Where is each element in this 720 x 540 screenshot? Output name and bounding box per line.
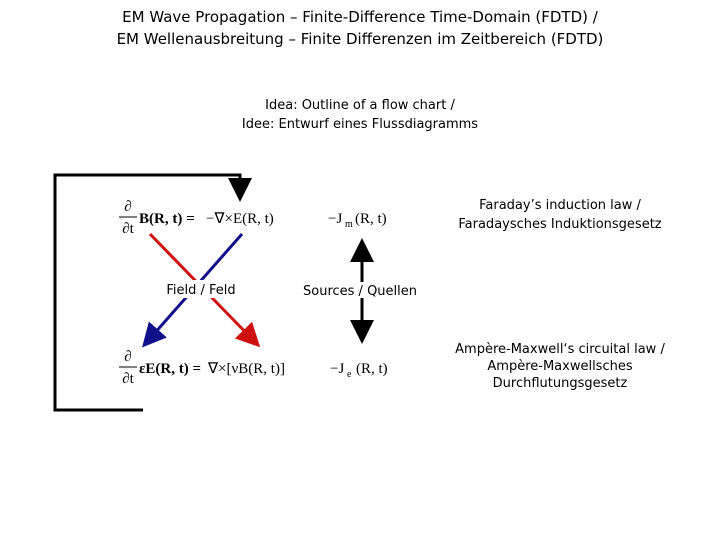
faraday-label: Faraday’s induction law / xyxy=(479,198,641,213)
subtitle: Idee: Entwurf eines Flussdiagramms xyxy=(242,117,478,132)
subtitle: Idea: Outline of a flow chart / xyxy=(265,98,455,113)
equation-source: (R, t) xyxy=(355,211,387,227)
derivative: ∂ xyxy=(124,349,131,365)
derivative: ∂t xyxy=(122,371,134,387)
equation-source: −J xyxy=(328,211,342,227)
equation-lhs: εE(R, t) = xyxy=(139,361,201,377)
equation-rhs: ∇×[νB(R, t)] xyxy=(207,361,285,377)
derivative: ∂ xyxy=(124,199,131,215)
ampere-label: Durchflutungsgesetz xyxy=(493,376,628,391)
label-bg xyxy=(298,282,422,298)
title: EM Wave Propagation – Finite-Difference … xyxy=(122,8,599,26)
label-bg xyxy=(160,280,242,298)
equation-source-sub: m xyxy=(345,219,353,230)
equation-rhs: −∇×E(R, t) xyxy=(206,211,274,227)
title: EM Wellenausbreitung – Finite Differenze… xyxy=(117,30,604,48)
equation-source: (R, t) xyxy=(356,361,388,377)
ampere-label: Ampère-Maxwellsches xyxy=(487,359,632,374)
equation-lhs: B(R, t) = xyxy=(139,211,195,227)
field-label: Field / Feld xyxy=(166,283,235,298)
loop-arrow xyxy=(53,173,252,412)
sources-label: Sources / Quellen xyxy=(303,284,417,299)
derivative: ∂t xyxy=(122,221,134,237)
faraday-label: Faradaysches Induktionsgesetz xyxy=(458,217,661,232)
ampere-label: Ampère-Maxwell‘s circuital law / xyxy=(455,342,665,357)
equation-source-sub: e xyxy=(347,369,352,380)
equation-source: −J xyxy=(330,361,344,377)
